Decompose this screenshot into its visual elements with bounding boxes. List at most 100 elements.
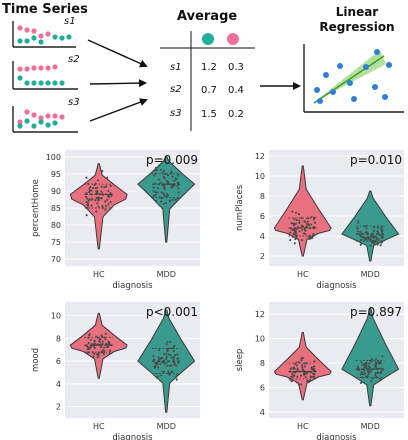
data-point [373, 241, 376, 244]
data-point [376, 226, 380, 229]
data-point [158, 349, 161, 352]
data-point [109, 201, 112, 204]
data-point [304, 232, 307, 235]
data-point [305, 362, 308, 365]
data-point [368, 368, 371, 371]
data-point [171, 198, 174, 201]
data-point [365, 375, 368, 378]
data-point [166, 182, 169, 185]
data-point [295, 235, 298, 238]
data-point [85, 206, 88, 209]
data-point [372, 229, 375, 232]
data-point [371, 240, 374, 244]
data-point [161, 370, 164, 373]
data-point [154, 172, 157, 175]
data-point [163, 169, 166, 173]
data-point [371, 232, 374, 235]
data-point [105, 185, 108, 188]
arrow-s3 [89, 98, 148, 122]
data-point [310, 215, 313, 219]
data-point [90, 189, 93, 192]
data-point [166, 194, 169, 197]
data-point [312, 232, 315, 236]
data-point [86, 197, 89, 200]
data-point [295, 361, 298, 364]
data-point [301, 368, 304, 371]
x-tick-label: HC [297, 422, 309, 431]
x-tick-label: MDD [157, 270, 176, 279]
data-point [90, 193, 94, 196]
x-axis-label: diagnosis [112, 281, 153, 291]
data-point [152, 355, 155, 358]
violin-panel-numPlaces: 2 4 6 8 10 12 HC MDD diagnosis numPlaces p=0.010 [235, 150, 404, 291]
data-point [306, 380, 309, 383]
data-point [368, 359, 372, 362]
data-point [96, 202, 99, 205]
data-point [363, 364, 366, 368]
data-point [109, 349, 112, 352]
data-point [293, 231, 296, 234]
data-point [163, 362, 166, 365]
data-point [171, 186, 174, 189]
data-point [300, 359, 303, 362]
data-point [96, 336, 99, 339]
data-point [110, 195, 113, 198]
data-point [168, 200, 171, 203]
data-point [312, 218, 315, 221]
data-point [313, 216, 316, 219]
data-point [305, 372, 308, 375]
data-point [292, 375, 295, 378]
data-point [163, 177, 166, 180]
data-point [177, 174, 180, 177]
data-point [171, 370, 174, 373]
data-point [357, 221, 360, 224]
arrow-s2 [89, 79, 147, 88]
data-point [166, 350, 169, 353]
regression-dots [314, 49, 392, 104]
data-point [172, 358, 175, 361]
data-point [164, 202, 168, 205]
data-point [307, 370, 310, 373]
data-point [102, 351, 106, 354]
data-point [93, 352, 96, 355]
data-point [86, 203, 89, 206]
table-row-label: s3 [170, 108, 182, 119]
data-point [155, 169, 158, 172]
data-point [375, 362, 378, 365]
data-point [159, 181, 162, 184]
y-tick-label: 8 [260, 359, 265, 368]
data-point [367, 372, 370, 375]
data-point [88, 187, 91, 190]
data-point [159, 357, 162, 360]
y-tick-label: 70 [51, 255, 61, 264]
data-point [85, 214, 88, 217]
data-point [361, 363, 364, 367]
data-point [367, 368, 370, 371]
y-tick-label: 4 [260, 408, 265, 417]
data-point [101, 206, 104, 209]
data-point [101, 170, 104, 173]
violin-panel-percentHome: 70 75 80 85 90 95 100 HC MDD diagnosis percentHome… [31, 150, 200, 291]
data-point [291, 210, 294, 213]
table-cell-teal: 1.2 [201, 62, 217, 73]
series-label-s3: s3 [68, 97, 80, 108]
data-point [176, 353, 179, 356]
data-point [99, 344, 102, 347]
data-point [106, 198, 109, 201]
series-label-s1: s1 [64, 16, 76, 27]
arrow-s1 [87, 39, 148, 68]
data-point [381, 228, 384, 231]
data-point [312, 372, 315, 375]
data-point [367, 370, 370, 373]
data-point [358, 368, 361, 372]
data-point [361, 376, 364, 379]
data-point [359, 243, 362, 247]
data-point [313, 365, 316, 368]
data-point [171, 175, 174, 178]
data-point [171, 184, 174, 187]
data-point [298, 219, 301, 222]
data-point [88, 333, 91, 336]
data-point [93, 339, 96, 342]
x-tick-label: HC [93, 422, 105, 431]
data-point [293, 217, 296, 221]
